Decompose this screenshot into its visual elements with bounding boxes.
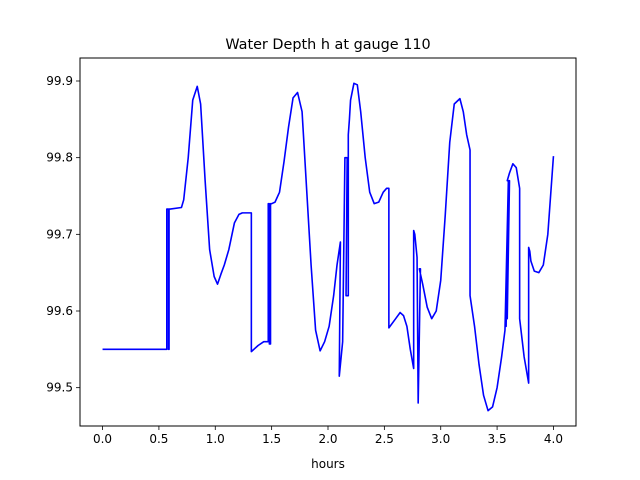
x-tick-label: 2.0 — [318, 432, 337, 446]
x-tick-label: 0.5 — [149, 432, 168, 446]
x-tick-label: 2.5 — [375, 432, 394, 446]
x-tick-label: 4.0 — [544, 432, 563, 446]
series-layer — [102, 82, 555, 412]
x-tick-label: 1.0 — [206, 432, 225, 446]
x-axis-label: hours — [311, 457, 345, 471]
x-tick-label: 3.0 — [431, 432, 450, 446]
y-tick-label: 99.6 — [46, 304, 73, 318]
axis-ticks: 0.0 0.5 1.0 1.5 2.0 2.5 3.0 3.5 4.0 99.5 99.6 99.7 9… — [46, 74, 563, 446]
x-tick-label: 0.0 — [93, 432, 112, 446]
y-tick-label: 99.5 — [46, 381, 73, 395]
series-line-0 — [102, 82, 555, 412]
plot-frame — [79, 57, 577, 427]
y-tick-label: 99.8 — [46, 151, 73, 165]
y-tick-label: 99.7 — [46, 227, 73, 241]
x-tick-label: 1.5 — [262, 432, 281, 446]
y-tick-label: 99.9 — [46, 74, 73, 88]
chart-title: Water Depth h at gauge 110 — [225, 37, 430, 53]
x-tick-label: 3.5 — [488, 432, 507, 446]
